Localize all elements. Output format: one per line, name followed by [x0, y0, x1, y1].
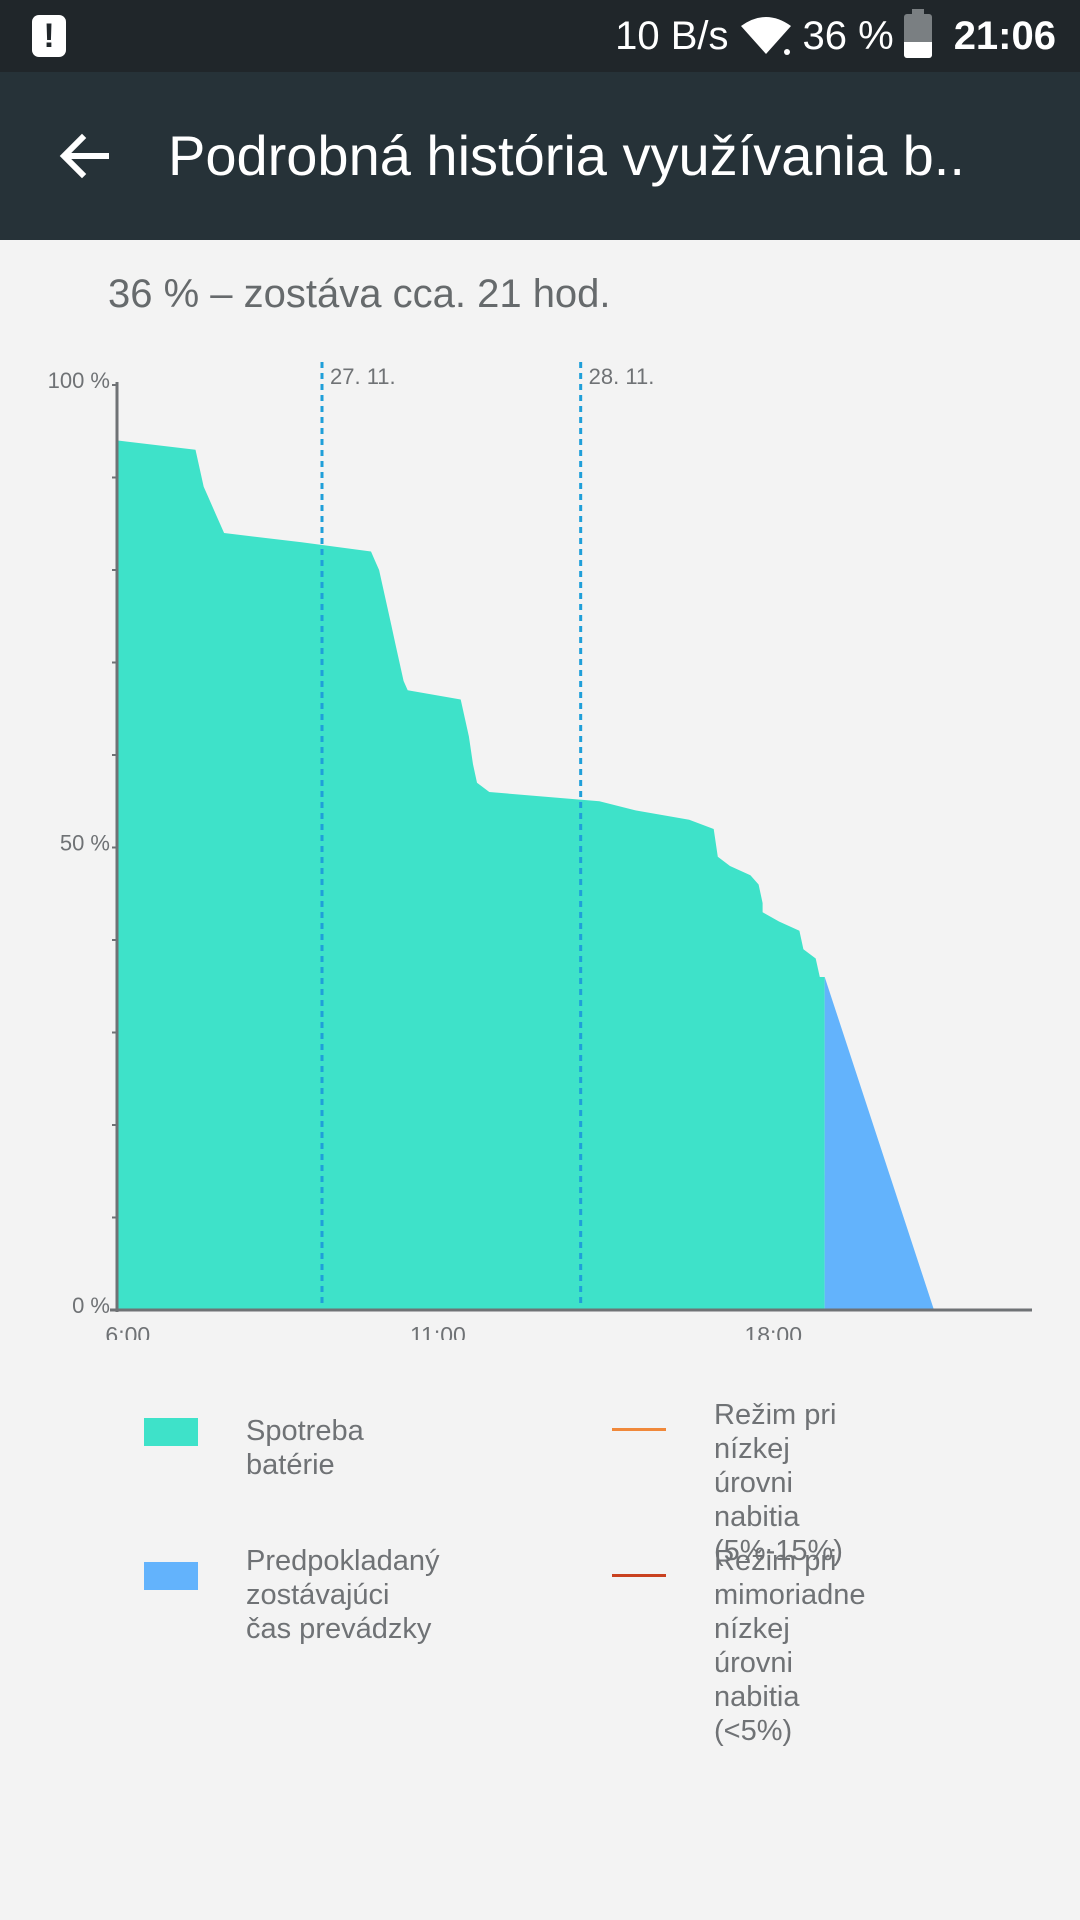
status-icons: 10 B/s 36 % 21:06 — [615, 0, 1056, 72]
app-bar: Podrobná história využívania b.. — [0, 72, 1080, 240]
x-tick-label: 11:00 — [410, 1322, 466, 1340]
legend-label-low-mode: Režim pri nízkej úrovni nabitia (5%-15%) — [714, 1399, 843, 1567]
battery-history-chart: 100 % 50 % 0 % 6:00 11:00 18:00 27. 11. 28. 11. — [48, 362, 1032, 1340]
clock: 21:06 — [953, 13, 1056, 58]
status-bar: ! 10 B/s 36 % 21:06 — [0, 0, 1080, 72]
predicted-remaining-area — [824, 977, 934, 1310]
legend-swatch-predicted — [144, 1562, 198, 1590]
legend-line-low-mode — [612, 1428, 666, 1431]
battery-icon — [903, 9, 932, 58]
battery-fill — [903, 42, 932, 58]
x-tick-label: 6:00 — [105, 1322, 150, 1340]
legend-label-predicted: Predpokladaný zostávajúci čas prevádzky — [246, 1545, 440, 1645]
arrow-back-icon — [59, 133, 109, 179]
network-speed: 10 B/s — [615, 13, 729, 58]
alert-icon: ! — [32, 15, 66, 57]
wifi-icon — [740, 17, 791, 55]
battery-percent: 36 % — [802, 13, 894, 58]
date-marker-label: 28. 11. — [589, 364, 655, 389]
legend-line-very-low-mode — [612, 1574, 666, 1577]
back-button[interactable] — [44, 116, 124, 196]
x-tick-label: 18:00 — [744, 1322, 802, 1340]
legend-label-battery-usage: Spotreba batérie — [246, 1415, 364, 1481]
y-tick-label: 0 % — [72, 1293, 110, 1318]
legend-swatch-battery-usage — [144, 1418, 198, 1446]
battery-usage-area — [118, 440, 825, 1310]
y-tick-label: 50 % — [60, 831, 110, 856]
battery-summary: 36 % – zostáva cca. 21 hod. — [108, 272, 611, 316]
date-marker-label: 27. 11. — [330, 364, 396, 389]
page-title: Podrobná história využívania b.. — [168, 124, 965, 187]
legend-label-very-low-mode: Režim pri mimoriadne nízkej úrovni nabit… — [714, 1545, 866, 1747]
y-tick-label: 100 % — [48, 368, 110, 393]
